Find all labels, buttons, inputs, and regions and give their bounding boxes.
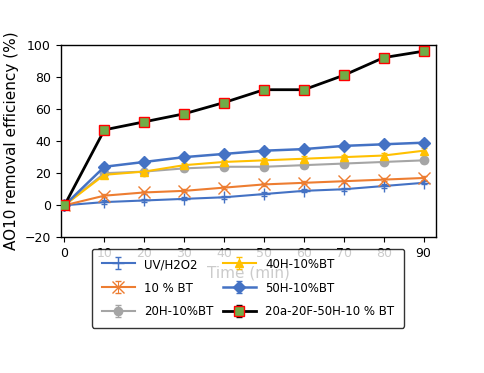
Y-axis label: AO10 removal efficiency (%): AO10 removal efficiency (%)	[4, 32, 19, 250]
X-axis label: Time (min): Time (min)	[207, 266, 289, 280]
Legend: UV/H2O2, 10 % BT, 20H-10%BT, 40H-10%BT, 50H-10%BT, 20a-20F-50H-10 % BT: UV/H2O2, 10 % BT, 20H-10%BT, 40H-10%BT, …	[92, 249, 404, 328]
